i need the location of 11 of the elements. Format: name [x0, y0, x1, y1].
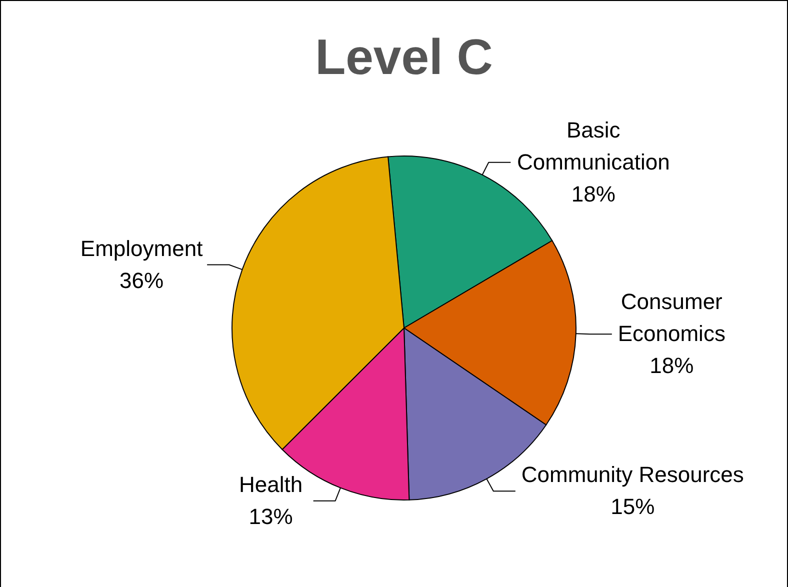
slice-label: Community Resources	[521, 462, 744, 488]
slice-label: Health	[239, 472, 303, 497]
data-label: 15%	[610, 494, 655, 520]
slice-label: Basic Communication	[516, 117, 670, 174]
data-label: 36%	[120, 268, 164, 293]
slice-label: Employment	[80, 236, 203, 261]
data-label: 18%	[571, 181, 616, 206]
chart-title: Level C	[315, 29, 493, 85]
data-label: 18%	[650, 353, 694, 378]
data-label: 13%	[248, 504, 293, 529]
slice-label: Consumer Economics	[618, 289, 726, 346]
